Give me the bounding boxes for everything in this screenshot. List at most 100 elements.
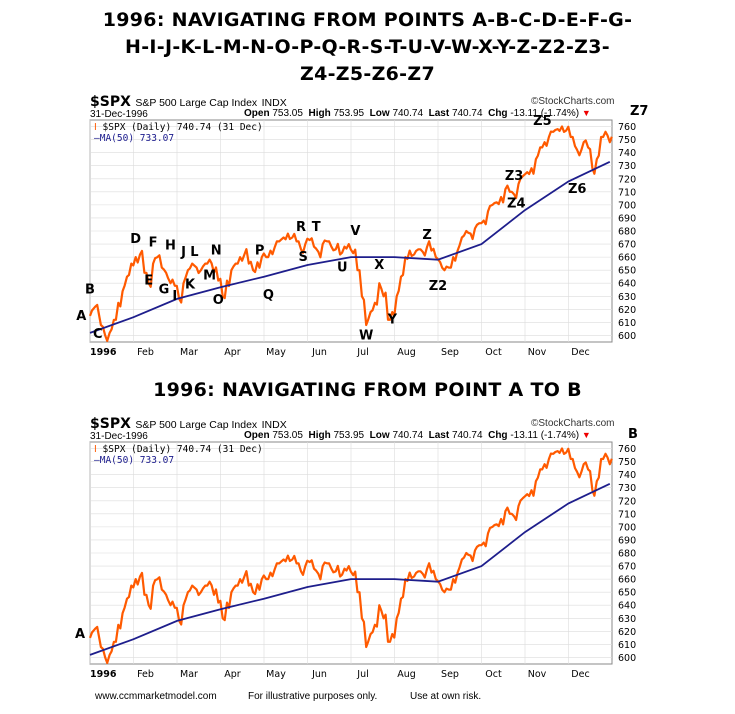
- top-x-tick-label: Nov: [528, 347, 547, 358]
- bottom-y-tick-label: 630: [618, 614, 636, 625]
- down-arrow-icon: ▼: [581, 108, 591, 118]
- chg-value: -13.11 (-1.74%): [510, 108, 580, 119]
- point-label-r: R: [296, 220, 306, 235]
- point-label-d: D: [130, 232, 141, 247]
- candle-icon: ⵏ: [94, 122, 97, 133]
- line-icon-2: —: [94, 455, 100, 466]
- legend-price-text-2: $SPX (Daily) 740.74 (31 Dec): [102, 444, 263, 455]
- top-title-line3: Z4-Z5-Z6-Z7: [300, 63, 435, 85]
- stockcharts-logo-2: ©StockCharts.com: [531, 418, 615, 429]
- legend-top: ⵏ $SPX (Daily) 740.74 (31 Dec) —MA(50) 7…: [94, 122, 263, 144]
- top-ma50-series-line: [89, 160, 611, 334]
- top-y-tick-label: 720: [618, 174, 636, 185]
- bottom-x-tick-label: Jun: [311, 669, 327, 680]
- point-label-i: I: [172, 289, 177, 304]
- open-value: 753.05: [272, 108, 303, 119]
- bottom-y-tick-label: 730: [618, 483, 636, 494]
- point-label-m: M: [203, 268, 216, 283]
- point-label-y: Y: [387, 313, 398, 328]
- point-label-p: P: [255, 244, 265, 259]
- high-label: High: [308, 108, 331, 119]
- bottom-y-tick-label: 640: [618, 601, 636, 612]
- point-label-z6: Z6: [568, 182, 586, 197]
- bottom-y-tick-label: 740: [618, 470, 636, 481]
- bottom-x-tick-label: Mar: [180, 669, 198, 680]
- point-label-e: E: [144, 274, 153, 289]
- open-label: Open: [244, 108, 270, 119]
- point-label-z: Z: [422, 228, 431, 243]
- footer-site: www.ccmmarketmodel.com: [95, 691, 217, 702]
- high-value-2: 753.95: [333, 430, 365, 441]
- bottom-y-tick-label: 620: [618, 627, 636, 638]
- last-label: Last: [428, 108, 450, 119]
- bottom-y-tick-label: 760: [618, 444, 636, 455]
- point-label-f: F: [149, 236, 158, 251]
- top-y-tick-label: 730: [618, 161, 636, 172]
- last-value: 740.74: [451, 108, 483, 119]
- end-label-bottom: B: [628, 427, 638, 442]
- last-value-2: 740.74: [451, 430, 483, 441]
- bottom-y-tick-label: 690: [618, 535, 636, 546]
- footer-note-2: Use at own risk.: [410, 691, 482, 702]
- point-label-q: Q: [263, 288, 274, 303]
- chg-value-2: -13.11 (-1.74%): [510, 430, 580, 441]
- stockcharts-logo: ©StockCharts.com: [531, 96, 615, 107]
- point-label-h: H: [165, 238, 176, 253]
- top-x-tick-label: Feb: [137, 347, 154, 358]
- point-label-z3: Z3: [505, 169, 523, 184]
- top-y-tick-label: 690: [618, 213, 636, 224]
- bottom-y-tick-label: 610: [618, 640, 636, 651]
- legend-price-entry: ⵏ $SPX (Daily) 740.74 (31 Dec): [94, 122, 263, 133]
- bottom-ma50-series-line: [89, 482, 611, 656]
- open-label-2: Open: [244, 430, 270, 441]
- point-label-z5: Z5: [533, 114, 551, 129]
- chart-date: 31-Dec-1996: [90, 109, 148, 120]
- point-label-n: N: [211, 244, 222, 259]
- bottom-x-tick-label: Apr: [224, 669, 241, 680]
- bottom-x-tick-label: 1996: [90, 669, 117, 680]
- index-name: S&P 500 Large Cap Index: [135, 97, 258, 109]
- legend-price-entry-2: ⵏ $SPX (Daily) 740.74 (31 Dec): [94, 444, 263, 455]
- point-label-t: T: [312, 220, 321, 235]
- top-y-tick-label: 670: [618, 240, 636, 251]
- exchange: INDX: [261, 97, 287, 109]
- high-value: 753.95: [333, 108, 365, 119]
- bottom-y-tick-label: 670: [618, 562, 636, 573]
- top-title-line1: 1996: NAVIGATING FROM POINTS A-B-C-D-E-F…: [102, 9, 633, 31]
- point-label-o: O: [213, 293, 224, 308]
- point-label-z2: Z2: [429, 279, 447, 294]
- legend-ma-entry-2: —MA(50) 733.07: [94, 455, 263, 466]
- chg-label-2: Chg: [488, 430, 508, 441]
- top-y-tick-label: 750: [618, 135, 636, 146]
- top-x-tick-label: Jun: [311, 347, 327, 358]
- point-label-u: U: [337, 260, 348, 275]
- point-label-k: K: [185, 277, 196, 292]
- bottom-y-tick-label: 750: [618, 457, 636, 468]
- bottom-x-tick-label: Sep: [441, 669, 459, 680]
- point-label-a: A: [76, 309, 86, 324]
- line-icon: —: [94, 133, 100, 144]
- point-label-z4: Z4: [507, 196, 525, 211]
- top-chart-header: $SPX S&P 500 Large Cap Index INDX: [90, 93, 287, 111]
- top-x-tick-label: Aug: [397, 347, 416, 358]
- point-label-x: X: [374, 258, 384, 273]
- low-value: 740.74: [392, 108, 424, 119]
- top-x-tick-label: May: [266, 347, 286, 358]
- point-label-c: C: [93, 327, 103, 342]
- point-label-l: L: [190, 245, 198, 260]
- top-y-tick-label: 710: [618, 187, 636, 198]
- top-y-tick-label: 610: [618, 318, 636, 329]
- bottom-x-tick-label: Feb: [137, 669, 154, 680]
- top-y-tick-label: 660: [618, 253, 636, 264]
- top-y-tick-label: 600: [618, 331, 636, 342]
- point-label-j: J: [180, 245, 186, 260]
- point-label-v: V: [350, 224, 360, 239]
- top-title-line2: H-I-J-K-L-M-N-O-P-Q-R-S-T-U-V-W-X-Y-Z-Z2…: [125, 36, 610, 58]
- candle-icon-2: ⵏ: [94, 444, 97, 455]
- top-x-tick-label: 1996: [90, 347, 117, 358]
- down-arrow-icon-2: ▼: [581, 430, 591, 440]
- low-value-2: 740.74: [392, 430, 424, 441]
- legend-price-text: $SPX (Daily) 740.74 (31 Dec): [102, 122, 263, 133]
